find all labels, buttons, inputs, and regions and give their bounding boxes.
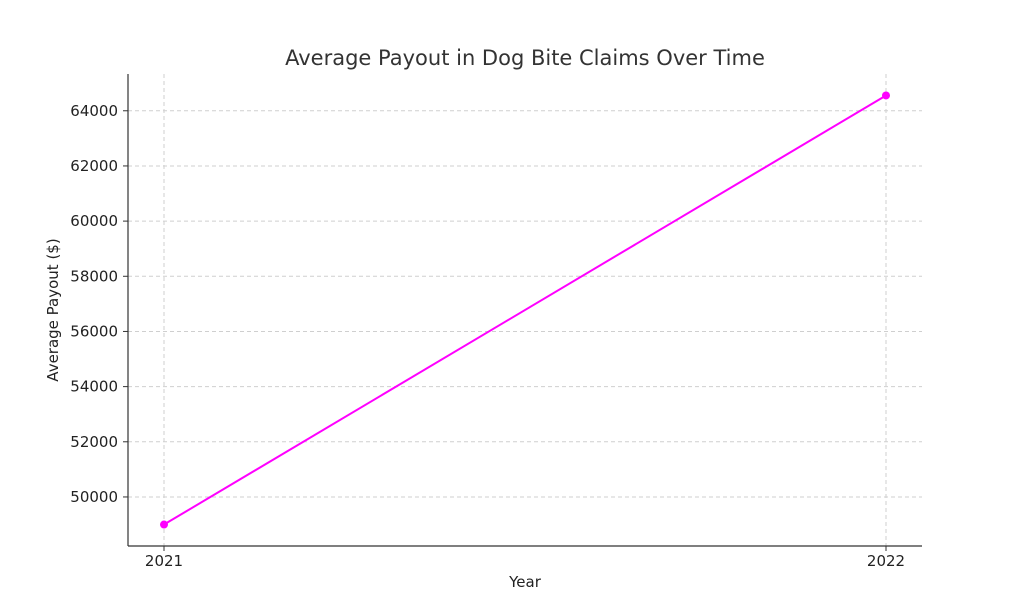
axes-layer [127, 74, 922, 547]
y-tick-label: 62000 [70, 157, 118, 175]
y-tick-label: 50000 [70, 488, 118, 506]
y-tick-label: 52000 [70, 433, 118, 451]
data-point [882, 91, 890, 100]
y-axis-label: Average Payout ($) [44, 238, 62, 381]
x-tick-label: 2021 [145, 552, 183, 570]
x-axis-label: Year [508, 573, 542, 591]
y-tick-label: 54000 [70, 378, 118, 396]
x-tick-label: 2022 [867, 552, 905, 570]
y-tick-label: 60000 [70, 212, 118, 230]
y-tick-label: 64000 [70, 102, 118, 120]
y-tick-label: 58000 [70, 267, 118, 285]
data-point [160, 520, 168, 529]
grid-layer [128, 74, 922, 546]
ticks-layer: 50000 52000 54000 56000 58000 60000 62000 64000… [70, 102, 905, 570]
y-tick-label: 56000 [70, 322, 118, 340]
series-layer [160, 91, 890, 529]
chart-title: Average Payout in Dog Bite Claims Over T… [285, 46, 765, 70]
series-line [163, 94, 887, 526]
